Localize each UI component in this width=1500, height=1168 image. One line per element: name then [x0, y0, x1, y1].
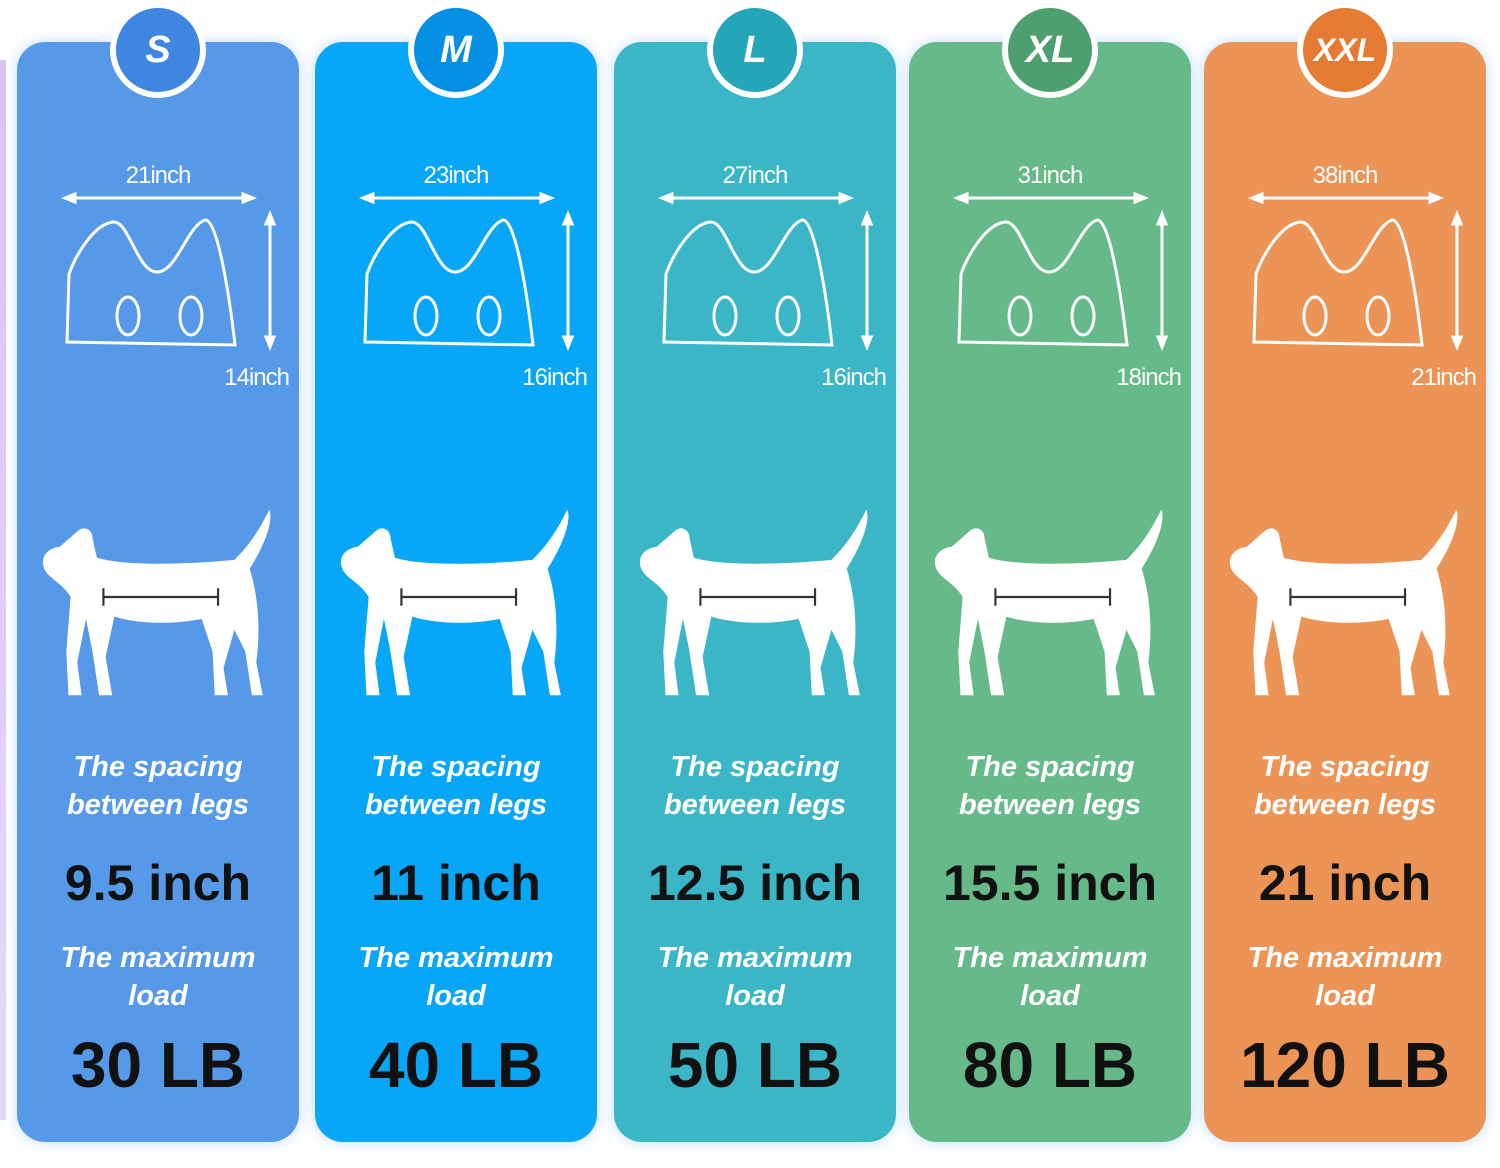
golden-retriever-icon — [934, 509, 1163, 696]
max-load-label: The maximum load — [1247, 942, 1443, 1012]
leg-hole-right — [1365, 295, 1391, 337]
size-badge: L — [707, 2, 803, 98]
size-column-xxl: XXL 38inch 21inch The spacing between le… — [1204, 2, 1486, 1142]
height-label: 18inch — [1116, 364, 1182, 391]
size-badge: XL — [1002, 2, 1098, 98]
size-column-s: S 21inch 14inch The spacing between legs… — [17, 2, 299, 1142]
height-arrow — [561, 209, 575, 352]
max-load-label: The maximum load — [358, 942, 554, 1012]
height-label: 16inch — [522, 364, 588, 391]
hammock-diagram — [657, 191, 874, 352]
left-edge-decoration — [0, 60, 6, 1120]
spacing-label: The spacing between legs — [663, 751, 847, 821]
spacing-label: The spacing between legs — [1253, 751, 1437, 821]
hammock-outline — [1252, 218, 1424, 347]
height-arrow — [1450, 209, 1464, 352]
width-arrow — [60, 191, 258, 205]
leg-hole-left — [115, 295, 141, 337]
leg-hole-right — [178, 295, 204, 337]
spacing-label: The spacing between legs — [364, 751, 548, 821]
dachshund-icon — [42, 509, 271, 696]
height-label: 21inch — [1411, 364, 1477, 391]
leg-hole-left — [712, 295, 738, 337]
size-column-l: L 27inch 16inch The spacing between legs… — [614, 2, 896, 1142]
leg-hole-left — [1302, 295, 1328, 337]
leg-hole-left — [1007, 295, 1033, 337]
max-load-label: The maximum load — [60, 942, 256, 1012]
hammock-diagram — [60, 191, 277, 352]
width-label: 38inch — [1312, 162, 1379, 189]
max-load-label: The maximum load — [952, 942, 1148, 1012]
width-label: 23inch — [423, 162, 490, 189]
leg-hole-left — [413, 295, 439, 337]
husky-icon — [340, 509, 569, 696]
width-label: 21inch — [125, 162, 192, 189]
hammock-diagram — [358, 191, 575, 352]
width-label: 27inch — [722, 162, 789, 189]
leg-hole-right — [1070, 295, 1096, 337]
hammock-outline — [662, 218, 834, 347]
size-badge: M — [408, 2, 504, 98]
max-load-label: The maximum load — [657, 942, 853, 1012]
leg-hole-right — [775, 295, 801, 337]
width-arrow — [358, 191, 556, 205]
pointer-icon — [639, 509, 868, 696]
hammock-outline — [957, 218, 1129, 347]
size-column-m: M 23inch 16inch The spacing between legs… — [315, 2, 597, 1142]
max-load-value: 80 LB — [962, 1029, 1138, 1101]
height-arrow — [1155, 209, 1169, 352]
spacing-label: The spacing between legs — [66, 751, 250, 821]
width-arrow — [1247, 191, 1445, 205]
spacing-value: 9.5 inch — [64, 855, 252, 911]
hammock-outline — [65, 218, 237, 347]
height-label: 14inch — [224, 364, 290, 391]
width-label: 31inch — [1017, 162, 1084, 189]
size-badge: S — [110, 2, 206, 98]
spacing-value: 21 inch — [1258, 855, 1432, 911]
spacing-value: 11 inch — [371, 855, 541, 911]
spacing-label: The spacing between legs — [958, 751, 1142, 821]
width-arrow — [952, 191, 1150, 205]
spacing-value: 15.5 inch — [943, 855, 1157, 911]
spacing-value: 12.5 inch — [648, 855, 862, 911]
height-arrow — [263, 209, 277, 352]
size-badge: XXL — [1297, 2, 1393, 98]
size-column-xl: XL 31inch 18inch The spacing between leg… — [909, 2, 1191, 1142]
width-arrow — [657, 191, 855, 205]
max-load-value: 50 LB — [667, 1029, 843, 1101]
max-load-value: 30 LB — [70, 1029, 246, 1101]
max-load-value: 40 LB — [368, 1029, 544, 1101]
hammock-outline — [363, 218, 535, 347]
hammock-diagram — [952, 191, 1169, 352]
doberman-icon — [1229, 509, 1458, 696]
leg-hole-right — [476, 295, 502, 337]
max-load-value: 120 LB — [1240, 1029, 1450, 1101]
hammock-diagram — [1247, 191, 1464, 352]
height-arrow — [860, 209, 874, 352]
height-label: 16inch — [821, 364, 887, 391]
